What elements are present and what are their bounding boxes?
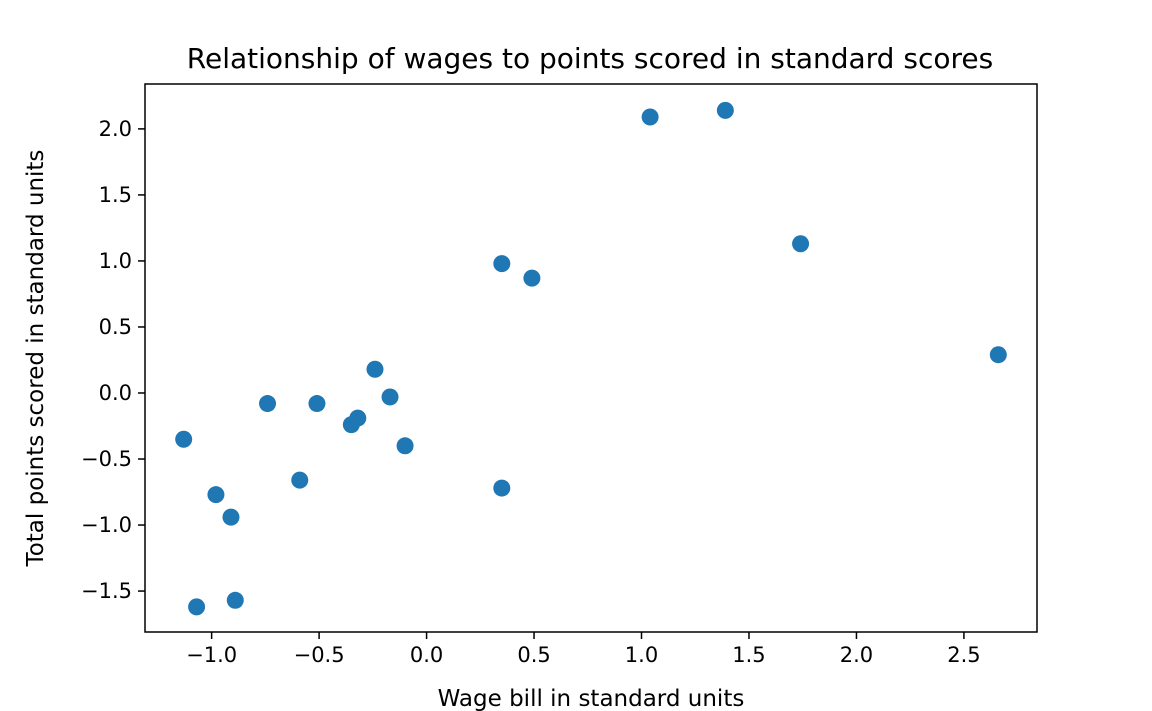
y-tick-label: −1.5 <box>81 579 132 603</box>
scatter-point <box>792 235 810 253</box>
scatter-point <box>207 486 225 504</box>
scatter-point <box>523 269 541 287</box>
scatter-point <box>716 101 734 119</box>
x-tick-label: −1.0 <box>186 643 237 667</box>
x-tick-label: 2.0 <box>840 643 873 667</box>
y-axis-ticks: −1.5 −1.0 −0.5 0.0 0.5 1.0 1.5 2.0 <box>81 117 145 603</box>
x-tick-label: 1.0 <box>625 643 658 667</box>
y-tick-label: −1.0 <box>81 513 132 537</box>
scatter-point <box>493 479 511 497</box>
scatter-point <box>493 255 511 273</box>
y-axis-label: Total points scored in standard units <box>23 150 49 568</box>
y-tick-label: 1.5 <box>99 183 132 207</box>
scatter-point <box>308 395 326 413</box>
scatter-point <box>381 388 399 406</box>
plot-frame <box>144 83 1038 633</box>
scatter-point <box>226 591 244 609</box>
scatter-point <box>342 416 360 434</box>
scatter-point <box>396 437 414 455</box>
y-tick-label: 0.5 <box>99 315 132 339</box>
y-tick-label: 1.0 <box>99 249 132 273</box>
scatter-point <box>259 395 277 413</box>
x-tick-label: 1.5 <box>732 643 765 667</box>
x-tick-label: 2.5 <box>947 643 980 667</box>
y-tick-label: −0.5 <box>81 447 132 471</box>
scatter-point <box>175 430 193 448</box>
x-axis-ticks: −1.0 −0.5 0.0 0.5 1.0 1.5 2.0 2.5 <box>186 632 981 667</box>
chart-title: Relationship of wages to points scored i… <box>187 42 993 75</box>
x-tick-label: 0.0 <box>410 643 443 667</box>
x-tick-label: −0.5 <box>294 643 345 667</box>
y-tick-label: 2.0 <box>99 117 132 141</box>
scatter-point <box>366 360 384 378</box>
scatter-point <box>222 508 240 526</box>
scatter-point <box>291 471 309 489</box>
x-axis-label: Wage bill in standard units <box>438 686 745 711</box>
scatter-points <box>175 101 1007 616</box>
scatter-point <box>641 108 659 126</box>
x-tick-label: 0.5 <box>517 643 550 667</box>
scatter-point <box>188 598 206 616</box>
scatter-point <box>989 346 1007 364</box>
y-tick-label: 0.0 <box>99 381 132 405</box>
